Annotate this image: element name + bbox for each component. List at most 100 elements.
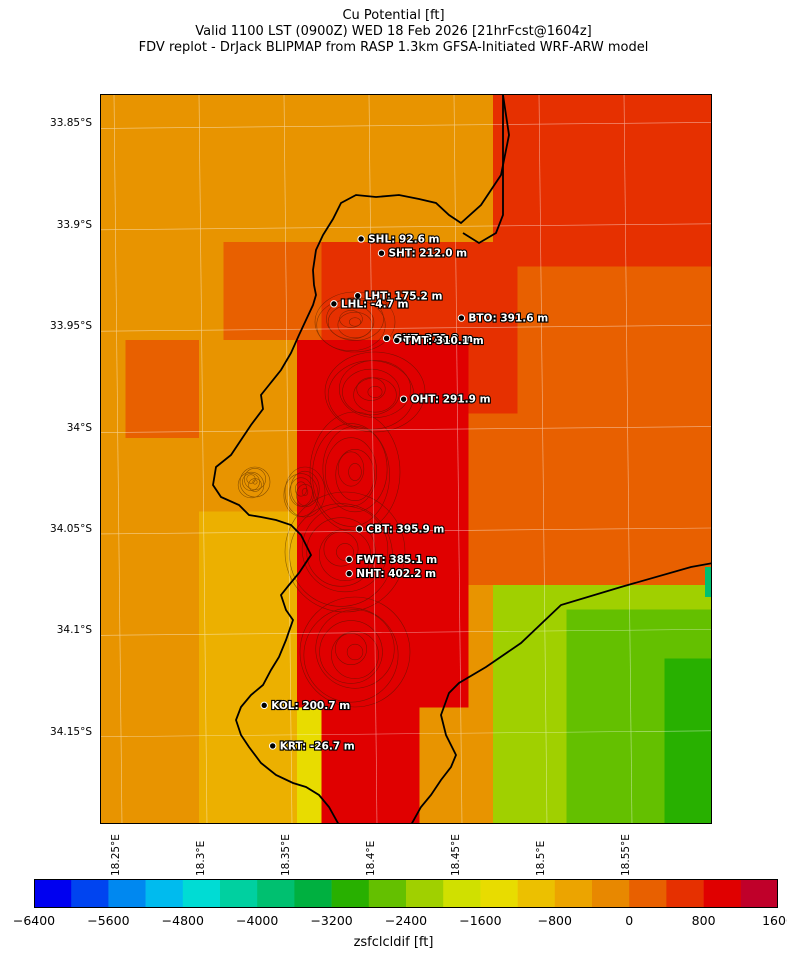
- station-marker[interactable]: [377, 249, 386, 257]
- grid-cell: [150, 242, 175, 267]
- grid-cell: [297, 364, 322, 390]
- grid-cell: [640, 291, 665, 316]
- grid-cell: [395, 413, 420, 439]
- grid-cell: [199, 756, 224, 782]
- grid-cell: [321, 144, 347, 169]
- grid-cell: [248, 119, 273, 145]
- grid-cell: [664, 144, 690, 169]
- grid-cell: [346, 609, 371, 635]
- grid-cell: [174, 634, 200, 659]
- grid-cell: [223, 193, 249, 218]
- grid-cell: [615, 487, 641, 512]
- grid-cell: [248, 413, 273, 439]
- contour-line: [246, 474, 256, 484]
- grid-cell: [640, 487, 665, 512]
- grid-cell: [370, 438, 396, 463]
- grid-cell: [395, 95, 420, 120]
- grid-cell: [517, 487, 543, 512]
- grid-cell: [101, 95, 126, 120]
- contour-line: [348, 317, 362, 327]
- station-marker[interactable]: [393, 336, 401, 345]
- grid-cell: [395, 266, 420, 292]
- grid-cell: [150, 707, 175, 733]
- contour-line: [237, 471, 265, 499]
- grid-cell: [150, 462, 175, 488]
- grid-cell: [223, 609, 249, 635]
- station-label: LHL: -4.7 m: [341, 298, 409, 310]
- grid-cell: [199, 144, 224, 169]
- grid-cell: [321, 266, 347, 292]
- contour-line: [367, 385, 383, 399]
- grid-cell: [468, 732, 494, 757]
- grid-cell: [223, 683, 249, 708]
- contour-line: [318, 528, 372, 582]
- station-marker[interactable]: [354, 292, 362, 300]
- grid-cell: [150, 119, 175, 145]
- grid-cell: [566, 315, 592, 341]
- grid-cell: [174, 413, 200, 439]
- grid-cell: [248, 95, 273, 120]
- grid-cell: [615, 805, 641, 823]
- grid-cell: [174, 805, 200, 823]
- grid-cell: [664, 168, 690, 194]
- grid-cell: [493, 536, 518, 561]
- grid-cell: [517, 438, 543, 463]
- grid-cell: [615, 168, 641, 194]
- station-marker[interactable]: [382, 334, 391, 343]
- grid-cell: [689, 756, 711, 782]
- grid-cell: [174, 781, 200, 806]
- grid-cell: [223, 168, 249, 194]
- station-marker[interactable]: [357, 235, 365, 243]
- grid-cell: [272, 462, 298, 488]
- grid-cell: [199, 389, 224, 414]
- grid-cell: [272, 634, 298, 659]
- grid-cell: [272, 707, 298, 733]
- colorbar: [34, 879, 778, 908]
- grid-cell: [321, 634, 347, 659]
- grid-cell: [640, 242, 665, 267]
- grid-cell: [395, 168, 420, 194]
- grid-cell: [591, 364, 616, 390]
- grid-cell: [542, 266, 567, 292]
- grid-cell: [591, 438, 616, 463]
- grid-cell: [272, 389, 298, 414]
- grid-cell: [419, 242, 445, 267]
- station-marker[interactable]: [345, 555, 353, 564]
- grid-cell: [664, 609, 690, 635]
- grid-cell: [101, 609, 126, 635]
- grid-cell: [566, 536, 592, 561]
- map-canvas: SHL: 92.6 m SHT: 212.0 m LHT: 175.2 mLHL: …: [101, 95, 711, 823]
- station-marker[interactable]: [269, 742, 277, 750]
- grid-cell: [640, 707, 665, 733]
- grid-cell: [591, 389, 616, 414]
- grid-cell: [101, 193, 126, 218]
- grid-cell: [615, 340, 641, 365]
- grid-cell: [615, 585, 641, 610]
- grid-cell: [517, 340, 543, 365]
- station-marker[interactable]: [345, 569, 353, 578]
- station-marker[interactable]: [330, 300, 338, 308]
- station-marker[interactable]: [399, 395, 408, 403]
- coastline-path: [212, 95, 510, 823]
- map-panel[interactable]: SHL: 92.6 m SHT: 212.0 m LHT: 175.2 m LHL: …: [100, 94, 712, 824]
- grid-cell: [419, 168, 445, 194]
- grid-cell: [395, 242, 420, 267]
- grid-cell: [321, 707, 347, 733]
- station-marker[interactable]: [355, 525, 364, 533]
- grid-cell: [664, 364, 690, 390]
- grid-cell: [248, 193, 273, 218]
- grid-cell: [297, 144, 322, 169]
- station-marker[interactable]: [457, 314, 466, 322]
- grid-cell: [223, 119, 249, 145]
- grid-cell: [272, 781, 298, 806]
- grid-cell: [566, 193, 592, 218]
- grid-cell: [640, 560, 665, 586]
- grid-cell: [640, 585, 665, 610]
- grid-cell: [468, 291, 494, 316]
- colorbar-segment: [368, 879, 407, 908]
- latitude-label: 34.15°S: [50, 725, 92, 738]
- grid-cell: [248, 707, 273, 733]
- grid-cell: [640, 805, 665, 823]
- grid-cell: [419, 193, 445, 218]
- station-marker[interactable]: [260, 701, 268, 710]
